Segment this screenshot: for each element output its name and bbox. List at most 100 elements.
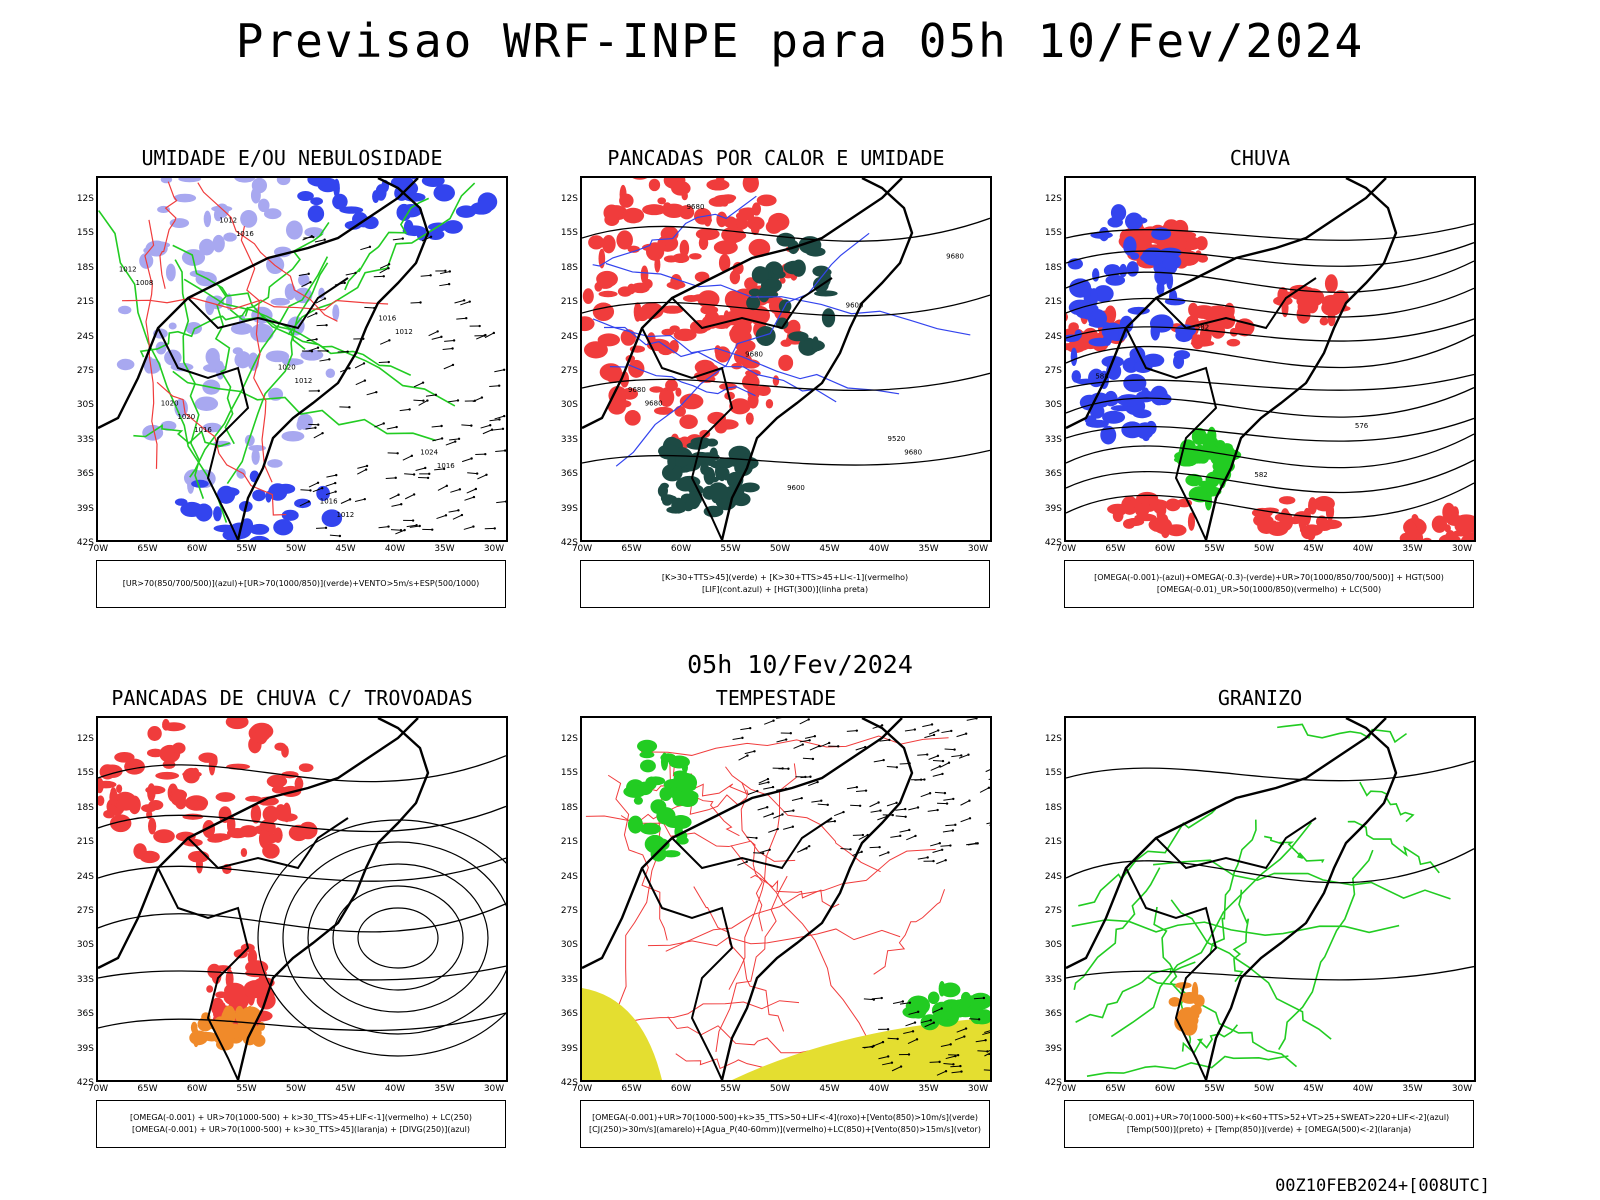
temperature-contour — [1075, 961, 1196, 1023]
legend-line: [OMEGA(-0.001) + UR>70(1000-500) + k>30_… — [129, 1113, 473, 1122]
isoline — [1066, 459, 1474, 494]
main-title: Previsao WRF-INPE para 05h 10/Fev/2024 — [235, 14, 1365, 68]
isoline — [1066, 417, 1474, 442]
lon-tick-label: 50W — [1253, 544, 1275, 554]
lat-tick-label: 39S — [76, 503, 94, 514]
lon-tick-label: 70W — [1055, 1084, 1077, 1094]
rain-area — [1399, 502, 1474, 540]
lat-tick-label: 21S — [1044, 837, 1062, 848]
isoline — [1066, 482, 1474, 519]
map-svg — [98, 718, 506, 1080]
contour-label: 1020 — [161, 399, 179, 407]
isoline — [1066, 387, 1474, 418]
lon-tick-label: 65W — [1105, 544, 1126, 554]
lat-tick-label: 15S — [76, 768, 94, 779]
lat-tick-label: 18S — [560, 262, 578, 273]
lon-tick-label: 35W — [434, 1084, 455, 1094]
lat-tick-label: 21S — [76, 837, 94, 848]
isoline — [98, 857, 506, 882]
lat-tick-label: 36S — [76, 469, 94, 480]
humidity-contour — [189, 256, 329, 478]
isoline — [1066, 260, 1474, 293]
precipitable-water-contour — [730, 845, 886, 1054]
legend-line: [OMEGA(-0.001)-(azul)+OMEGA(-0.3)-(verde… — [1094, 573, 1444, 582]
legend-line: [OMEGA(-0.01)_UR>50(1000/850)(vermelho) … — [1156, 585, 1382, 594]
lon-tick-label: 45W — [335, 1084, 356, 1094]
legend-line: [LIF](cont.azul) + [HGT(300)](linha pret… — [701, 585, 869, 594]
map-svg — [582, 718, 990, 1080]
lon-tick-label: 65W — [137, 1084, 158, 1094]
lat-tick-label: 12S — [1044, 194, 1062, 204]
border-line — [582, 178, 903, 430]
lon-tick-label: 55W — [1204, 1084, 1225, 1094]
streamline — [332, 885, 464, 991]
lon-tick-label: 70W — [571, 1084, 593, 1094]
border-line — [1155, 817, 1317, 870]
panel-legend: [K>30+TTS>45](verde) + [K>30+TTS>45+LI<-… — [580, 560, 990, 608]
lon-tick-label: 45W — [819, 1084, 840, 1094]
contour-label: 9680 — [645, 399, 663, 407]
lon-tick-label: 40W — [868, 1084, 890, 1094]
contour-label: 1016 — [320, 498, 338, 506]
lat-tick-label: 39S — [76, 1043, 94, 1054]
lat-tick-label: 27S — [1044, 366, 1062, 376]
lat-tick-label: 18S — [76, 262, 94, 273]
precipitable-water-contour — [649, 783, 749, 797]
temperature-contour — [1209, 819, 1257, 956]
border-line — [582, 718, 903, 970]
omega-area — [1168, 981, 1205, 1036]
lifted-index-contour — [592, 195, 757, 267]
lon-tick-label: 65W — [621, 544, 642, 554]
isoline — [98, 1012, 506, 1032]
wind-vectors — [298, 234, 506, 538]
contour-label: 9680 — [628, 386, 646, 394]
panel-umidade: UMIDADE E/OU NEBULOSIDADE 1016 1012 1012 100… — [72, 146, 512, 626]
lat-tick-label: 24S — [1044, 331, 1062, 342]
lon-tick-label: 40W — [384, 1084, 406, 1094]
map-area: 1016 1012 1012 1008 1016 1012 1016 1020 1020 1016… — [96, 176, 508, 542]
lat-tick-label: 24S — [560, 871, 578, 882]
lon-tick-label: 35W — [1402, 544, 1423, 554]
lifted-index-contour — [604, 326, 837, 403]
wind-area — [623, 739, 699, 862]
humidity-contour — [172, 370, 437, 442]
thickness-contour — [122, 297, 389, 311]
instability-area — [746, 232, 838, 356]
lat-tick-label: 12S — [76, 194, 94, 204]
lon-tick-label: 30W — [483, 544, 505, 554]
contour-label: 9680 — [687, 203, 705, 211]
border-line — [641, 867, 734, 1080]
storm-area — [98, 718, 318, 875]
border-line — [187, 817, 349, 870]
map-svg — [1066, 718, 1474, 1080]
lon-tick-label: 45W — [335, 544, 356, 554]
streamline — [282, 841, 506, 1035]
lat-tick-label: 42S — [76, 538, 94, 548]
isoline — [1066, 318, 1474, 342]
border-line — [671, 277, 833, 330]
contour-label: 1020 — [278, 364, 296, 372]
legend-line: [K>30+TTS>45](verde) + [K>30+TTS>45+LI<-… — [661, 573, 909, 582]
humidity-contour — [344, 197, 430, 291]
lon-tick-label: 65W — [621, 1084, 642, 1094]
isoline — [98, 805, 506, 833]
humidity-contour — [287, 182, 476, 336]
isoline — [582, 449, 990, 466]
lon-tick-label: 65W — [1105, 1084, 1126, 1094]
wind-area — [902, 980, 990, 1031]
precipitable-water-contour — [693, 886, 785, 1032]
lat-tick-label: 12S — [560, 734, 578, 744]
lon-tick-label: 70W — [571, 544, 593, 554]
contour-label: 1024 — [420, 448, 438, 456]
precipitable-water-contour — [665, 848, 936, 952]
thickness-contour — [240, 225, 273, 483]
lat-tick-label: 21S — [76, 297, 94, 308]
temperature-contour — [1147, 976, 1298, 1068]
contour-label: 9680 — [946, 252, 964, 260]
lat-tick-label: 36S — [76, 1009, 94, 1020]
border-line — [1125, 867, 1218, 1080]
temperature-contour — [1071, 919, 1400, 936]
lat-tick-label: 30S — [1044, 400, 1062, 411]
jet-area — [732, 1018, 990, 1080]
coastline — [1204, 718, 1398, 1080]
